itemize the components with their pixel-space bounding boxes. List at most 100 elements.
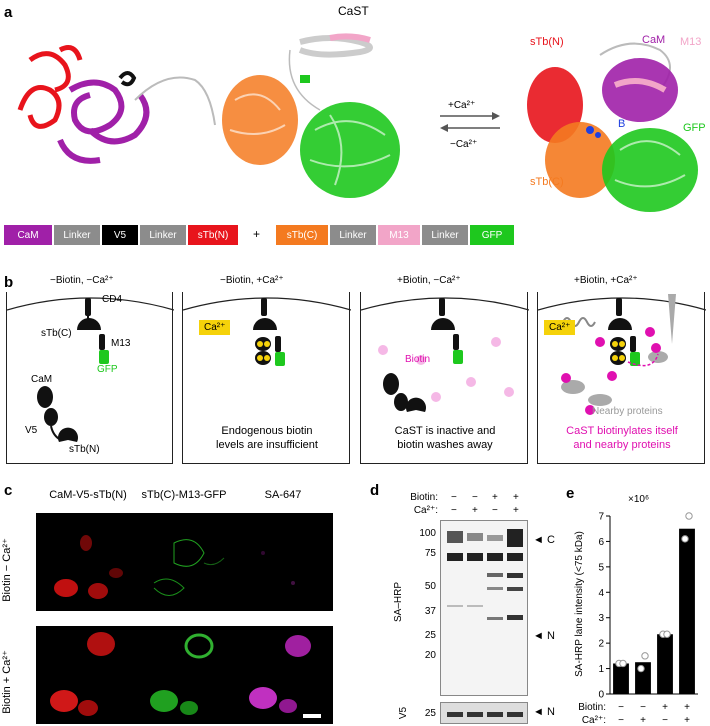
- cell-box-4: Ca²⁺ Nearby proteins CaST biotinylates i…: [537, 292, 706, 464]
- micrograph-r2-magenta: [233, 626, 333, 724]
- y-tick-label-1: 1: [598, 664, 604, 675]
- condition-4: +Biotin, +Ca²⁺: [574, 275, 638, 286]
- micrograph-r1-green: [134, 513, 234, 611]
- mw-37: 37: [424, 606, 436, 617]
- data-point-4-1: [681, 535, 689, 543]
- chart-exponent: ×10⁶: [628, 494, 649, 505]
- caption-2: Endogenous biotin levels are insufficien…: [216, 425, 318, 451]
- bar-3: [657, 634, 673, 694]
- e-biotin-sign-3: +: [662, 702, 668, 713]
- panel-b-letter: b: [4, 274, 14, 291]
- equilibrium-arrows: [440, 112, 500, 132]
- y-tick-label-3: 3: [598, 613, 604, 624]
- bar-4: [679, 528, 695, 694]
- col-label-1: CaM-V5-sTb(N): [49, 489, 127, 501]
- e-biotin-sign-2: −: [640, 702, 646, 713]
- cast-title: CaST: [338, 4, 369, 18]
- data-point-4-2: [685, 512, 693, 520]
- nearby-label: Nearby proteins: [592, 406, 663, 417]
- e-ca-label: Ca²⁺:: [582, 715, 606, 726]
- bar-1: [613, 663, 629, 694]
- micrograph-r1-magenta: [233, 513, 333, 611]
- ca-badge-4: Ca²⁺: [544, 320, 576, 335]
- cd4-label: CD4: [102, 294, 123, 305]
- y-tick-label-5: 5: [598, 562, 604, 573]
- y-tick-label-6: 6: [598, 537, 604, 548]
- d-biotin-sign-3: +: [492, 492, 498, 503]
- construct1-linker1: Linker: [54, 225, 100, 245]
- condition-1: −Biotin, −Ca²⁺: [50, 275, 114, 286]
- construct2-stbc: sTb(C): [276, 225, 328, 245]
- closed-cam-label: CaM: [642, 34, 666, 46]
- cam-stbn-structure: [17, 45, 216, 164]
- mw-20: 20: [424, 650, 436, 661]
- d-ca-sign-4: +: [513, 505, 519, 516]
- v5-band-label: ◄ N: [533, 706, 555, 718]
- panel-e-letter: e: [566, 485, 574, 502]
- b-cam-label: CaM: [31, 374, 53, 385]
- construct1-v5: V5: [102, 225, 138, 245]
- construct-plus: +: [253, 227, 261, 241]
- y-tick-label-2: 2: [598, 639, 604, 650]
- chart-ylabel: SA-HRP lane intensity (<75 kDa): [574, 531, 585, 677]
- v5-marker: 25: [424, 708, 436, 719]
- e-biotin-sign-4: +: [684, 702, 690, 713]
- closed-stbc-label: sTb(C): [530, 176, 564, 188]
- col-label-2: sTb(C)-M13-GFP: [141, 489, 227, 501]
- bar-chart-e: e ×10⁶ SA-HRP lane intensity (<75 kDa) 0…: [566, 485, 698, 726]
- e-ca-sign-2: +: [640, 715, 646, 726]
- construct2-linker2: Linker: [422, 225, 468, 245]
- y-tick-label-7: 7: [598, 512, 604, 523]
- d-ca-sign-3: −: [492, 505, 498, 516]
- d-biotin-sign-4: +: [513, 492, 519, 503]
- mw-75: 75: [424, 548, 436, 559]
- condition-3: +Biotin, −Ca²⁺: [397, 275, 461, 286]
- cell-box-2: Ca²⁺ Endogenous biotin levels are insuff…: [182, 292, 351, 464]
- panel-d-letter: d: [370, 482, 380, 499]
- micrograph-r2-green: [134, 626, 234, 724]
- band-n-label: ◄ N: [533, 630, 555, 642]
- e-ca-sign-1: −: [618, 715, 624, 726]
- d-biotin-sign-1: −: [451, 492, 457, 503]
- row-label-2: Biotin + Ca²⁺: [1, 650, 13, 714]
- closed-gfp-label: GFP: [683, 122, 706, 134]
- biotin-label: Biotin: [405, 354, 431, 365]
- v5-blot: [440, 702, 528, 724]
- caption-4: CaST biotinylates itself and nearby prot…: [566, 425, 678, 451]
- closed-m13-label: M13: [680, 36, 702, 48]
- data-point-3-2: [663, 630, 671, 638]
- e-ca-sign-3: −: [662, 715, 668, 726]
- b-gfp-label: GFP: [97, 364, 118, 375]
- e-ca-sign-4: +: [684, 715, 690, 726]
- construct2-m13: M13: [378, 225, 420, 245]
- sa-hrp-blot: [440, 520, 528, 696]
- cell-box-1: CD4 sTb(C) M13 GFP CaM V5 sTb(N): [6, 292, 174, 464]
- cast-open-structure: [222, 33, 400, 198]
- condition-2: −Biotin, +Ca²⁺: [220, 275, 284, 286]
- mw-50: 50: [424, 581, 436, 592]
- col-label-3: SA-647: [264, 489, 302, 501]
- row-label-1: Biotin − Ca²⁺: [1, 538, 13, 602]
- y-tick-label-0: 0: [598, 690, 604, 701]
- b-v5-label: V5: [25, 425, 38, 436]
- cast-closed-structure: [527, 42, 698, 212]
- d-biotin-label: Biotin:: [410, 492, 438, 503]
- b-stbn-label: sTb(N): [69, 444, 100, 455]
- d-ca-sign-2: +: [472, 505, 478, 516]
- e-biotin-sign-1: −: [618, 702, 624, 713]
- ca-badge-2: Ca²⁺: [199, 320, 231, 335]
- construct1-stbn: sTb(N): [188, 225, 238, 245]
- panel-c-letter: c: [4, 482, 13, 499]
- biotin-b-label: B: [618, 118, 626, 130]
- e-biotin-label: Biotin:: [578, 702, 606, 713]
- caption-3: CaST is inactive and biotin washes away: [394, 425, 496, 451]
- construct1-cam: CaM: [4, 225, 52, 245]
- b-m13-label: M13: [111, 338, 131, 349]
- d-ca-sign-1: −: [451, 505, 457, 516]
- plus-ca-label: +Ca²⁺: [448, 100, 476, 111]
- data-point-2-1: [637, 664, 645, 673]
- mw-25: 25: [424, 630, 436, 641]
- b-stbc-label: sTb(C): [41, 328, 72, 339]
- d-biotin-sign-2: −: [472, 492, 478, 503]
- d-ca-label: Ca²⁺:: [413, 505, 438, 516]
